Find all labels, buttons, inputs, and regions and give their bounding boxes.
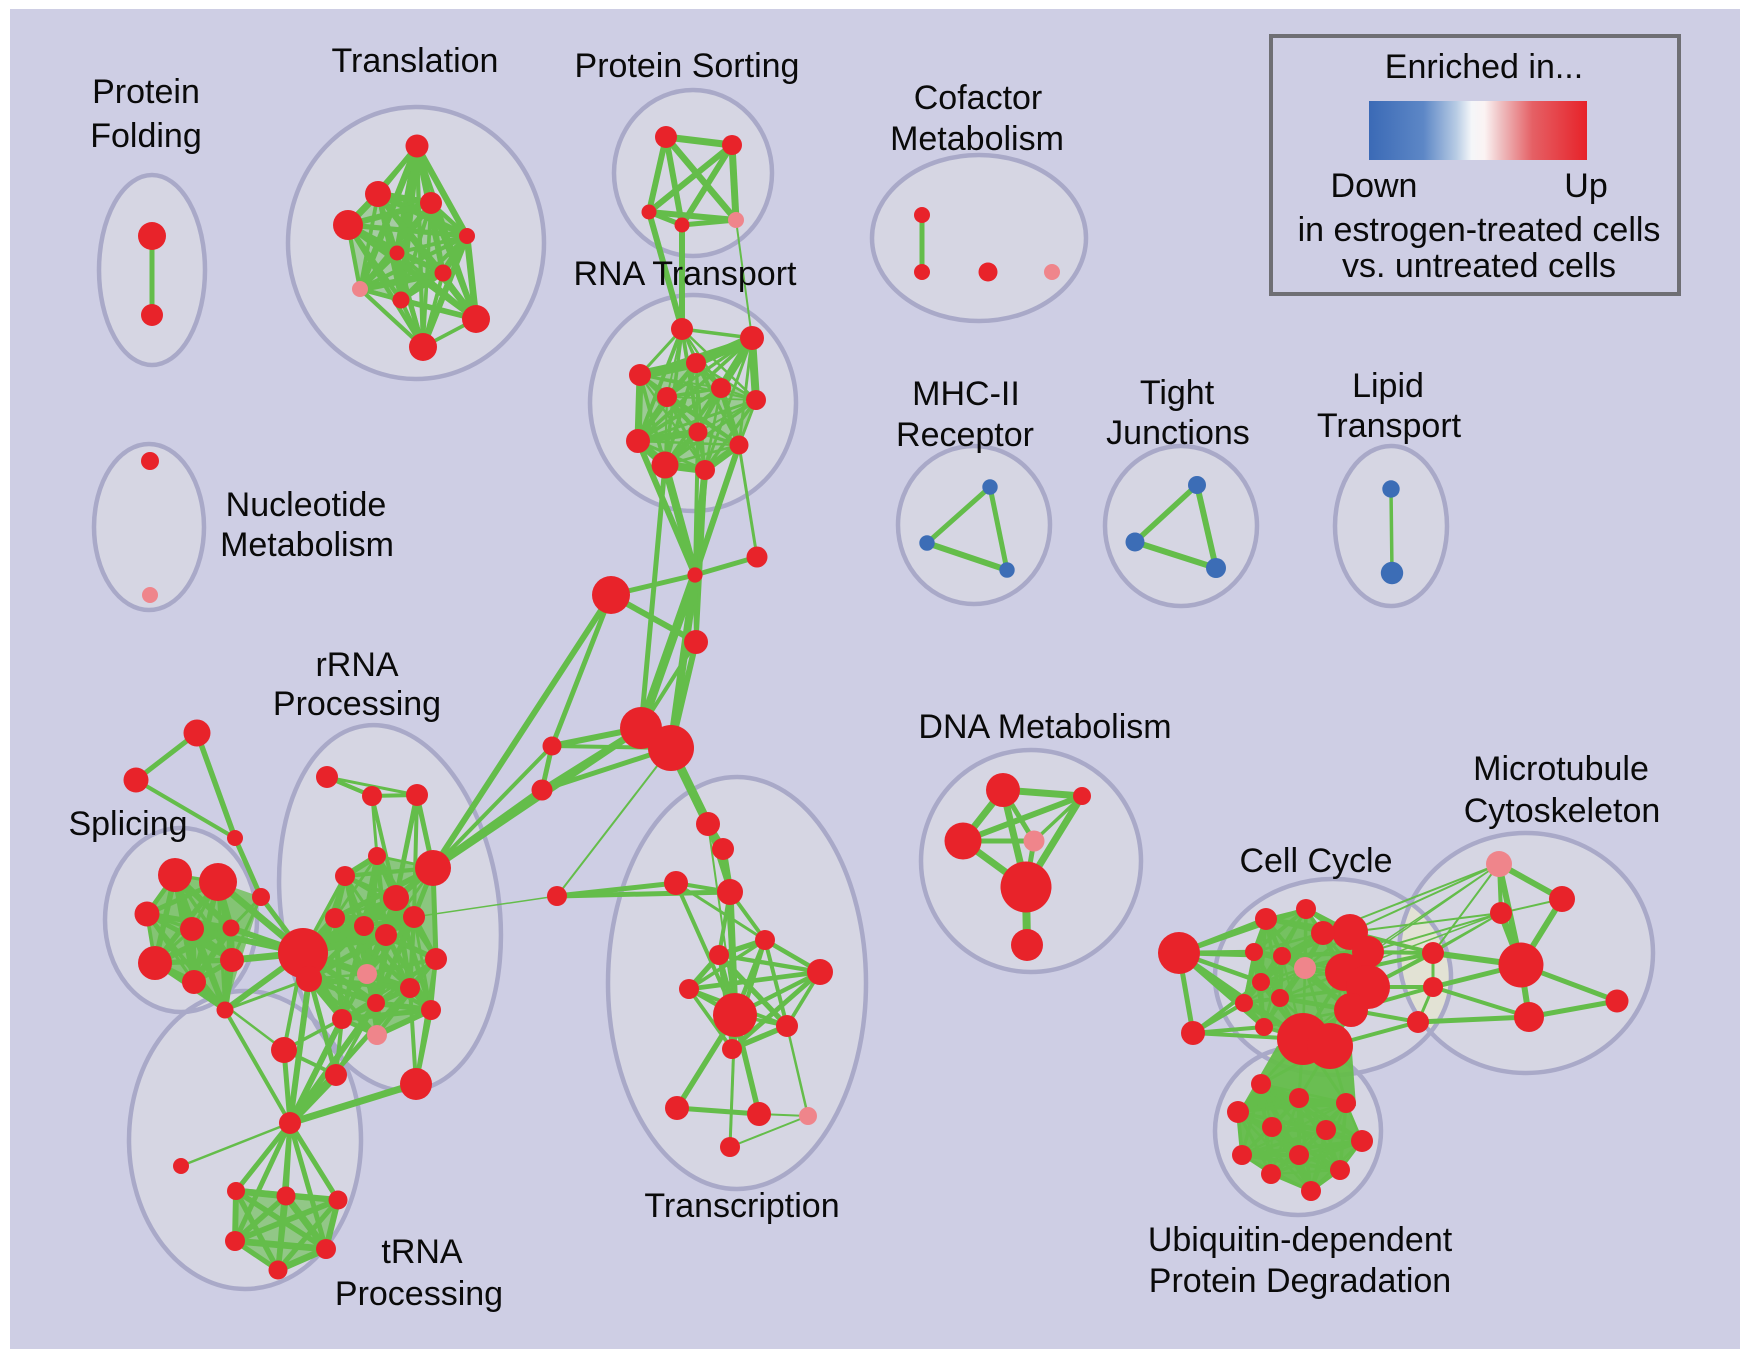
svg-text:in estrogen-treated cells: in estrogen-treated cells — [1298, 211, 1661, 249]
svg-text:Ubiquitin-dependent: Ubiquitin-dependent — [1148, 1221, 1453, 1259]
svg-text:vs. untreated cells: vs. untreated cells — [1342, 247, 1616, 285]
svg-text:MHC-II: MHC-II — [912, 375, 1020, 413]
svg-text:Transcription: Transcription — [644, 1187, 839, 1225]
svg-text:rRNA: rRNA — [315, 646, 398, 684]
svg-text:Cofactor: Cofactor — [914, 79, 1043, 117]
svg-text:Cytoskeleton: Cytoskeleton — [1464, 792, 1661, 830]
svg-text:RNA Transport: RNA Transport — [574, 255, 798, 293]
svg-text:Protein Sorting: Protein Sorting — [575, 47, 800, 85]
svg-text:Folding: Folding — [90, 117, 202, 155]
svg-text:DNA Metabolism: DNA Metabolism — [918, 708, 1171, 746]
svg-text:Protein: Protein — [92, 73, 200, 111]
svg-text:Processing: Processing — [273, 685, 441, 723]
svg-text:Processing: Processing — [335, 1275, 503, 1313]
svg-text:tRNA: tRNA — [381, 1233, 463, 1271]
svg-text:Enriched in...: Enriched in... — [1385, 48, 1583, 86]
svg-text:Junctions: Junctions — [1106, 414, 1250, 452]
svg-text:Lipid: Lipid — [1352, 367, 1424, 405]
svg-text:Receptor: Receptor — [896, 416, 1034, 454]
svg-text:Cell Cycle: Cell Cycle — [1239, 842, 1392, 880]
svg-text:Down: Down — [1331, 167, 1418, 205]
svg-text:Transport: Transport — [1317, 407, 1462, 445]
svg-text:Tight: Tight — [1140, 374, 1215, 412]
svg-text:Microtubule: Microtubule — [1473, 750, 1649, 788]
svg-text:Metabolism: Metabolism — [220, 526, 394, 564]
svg-text:Protein Degradation: Protein Degradation — [1149, 1262, 1451, 1300]
svg-text:Translation: Translation — [332, 42, 499, 80]
svg-text:Up: Up — [1564, 167, 1607, 205]
svg-text:Metabolism: Metabolism — [890, 120, 1064, 158]
svg-text:Splicing: Splicing — [68, 805, 187, 843]
svg-text:Nucleotide: Nucleotide — [226, 486, 387, 524]
